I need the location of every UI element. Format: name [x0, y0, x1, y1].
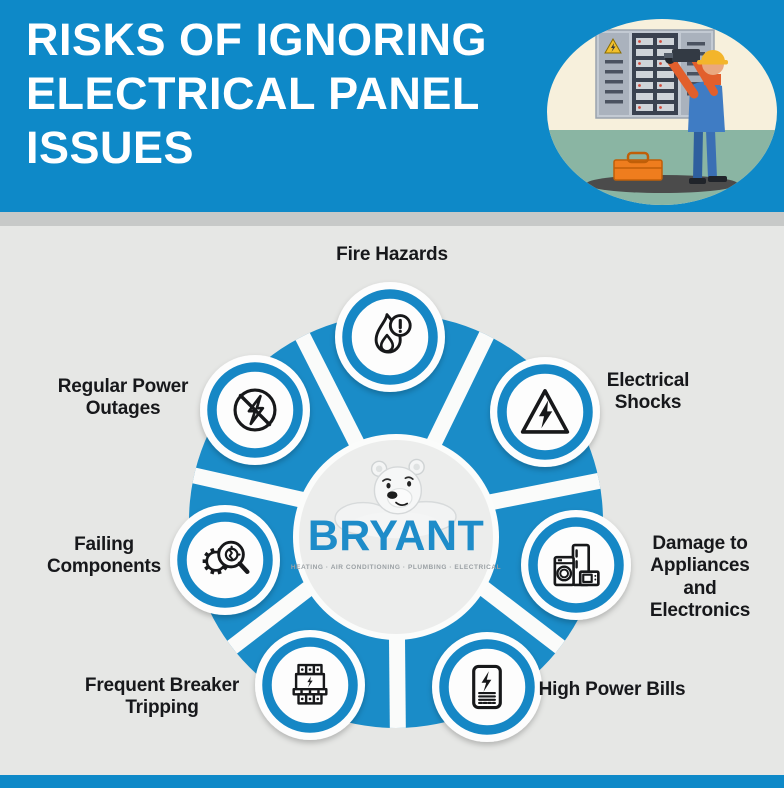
risk-node-failing-components: [170, 505, 280, 615]
center-brand-logo: BRYANT HEATING · AIR CONDITIONING · PLUM…: [276, 450, 516, 571]
no-power-icon: [233, 388, 277, 432]
brand-name: BRYANT: [307, 512, 485, 560]
risk-node-damage-appliances: [521, 510, 631, 620]
divider-band: [0, 212, 784, 226]
footer-bar: [0, 775, 784, 788]
page-title: RISKS OF IGNORING ELECTRICAL PANEL ISSUE…: [26, 14, 488, 173]
electrician-figure: [664, 49, 728, 184]
risk-node-fire-hazards: [335, 282, 445, 392]
electrician-illustration: [547, 19, 777, 205]
risk-node-regular-power-outages: [200, 355, 310, 465]
header: RISKS OF IGNORING ELECTRICAL PANEL ISSUE…: [0, 0, 784, 212]
risk-label-regular-power-outages: Regular Power Outages: [57, 376, 189, 420]
broken-gear-magnifier-icon: [202, 540, 250, 575]
risk-node-electrical-shocks: [490, 357, 600, 467]
risk-label-high-power-bills: High Power Bills: [538, 679, 686, 700]
toolbox: [613, 151, 663, 181]
risk-label-frequent-breaker-tripping: Frequent Breaker Tripping: [84, 675, 240, 719]
home-appliances-icon: [553, 543, 600, 587]
circuit-breaker-icon: [292, 663, 328, 705]
brand-tagline: HEATING · AIR CONDITIONING · PLUMBING · …: [290, 564, 502, 571]
electric-bill-icon: [472, 664, 502, 710]
risk-label-electrical-shocks: Electrical Shocks: [606, 370, 690, 414]
risk-node-frequent-breaker-tripping: [255, 630, 365, 740]
risk-node-high-power-bills: [432, 632, 542, 742]
high-voltage-warning-icon: [520, 389, 570, 434]
risk-label-damage-appliances: Damage to Appliances and Electronics: [649, 533, 751, 622]
flame-warning-icon: [374, 313, 412, 354]
risk-label-fire-hazards: Fire Hazards: [336, 244, 448, 265]
polar-bear-mascot-icon: [334, 458, 457, 539]
risk-label-failing-components: Failing Components: [46, 534, 162, 578]
warning-triangle-icon: [604, 37, 622, 54]
